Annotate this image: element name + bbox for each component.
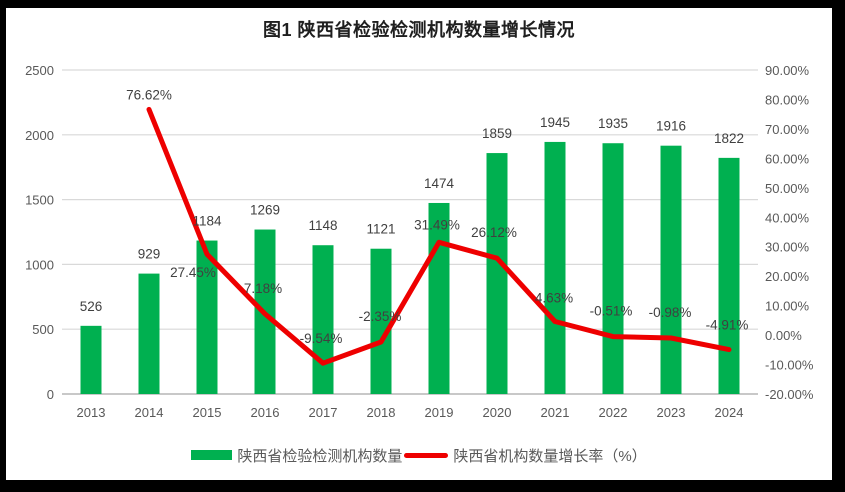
x-axis-label-2018: 2018 [367,405,396,420]
x-axis-label-2019: 2019 [425,405,454,420]
bar-value-label-2020: 1859 [482,126,512,141]
bar-value-label-2021: 1945 [540,115,570,130]
bar-value-label-2014: 929 [138,247,161,262]
x-axis-label-2017: 2017 [309,405,338,420]
bar-value-label-2016: 1269 [250,203,280,218]
y-axis-right-tick-label: 50.00% [765,181,810,196]
y-axis-right-tick-label: 0.00% [765,328,802,343]
bar-2021 [544,141,566,394]
x-axis-label-2013: 2013 [77,405,106,420]
line-series-swatch-icon [404,452,449,458]
bar-2017 [312,245,334,394]
bar-2023 [660,145,682,394]
x-axis-label-2014: 2014 [135,405,164,420]
y-axis-right-tick-label: -20.00% [765,387,814,402]
bar-value-label-2017: 1148 [308,218,337,233]
bar-2013 [80,325,102,394]
x-axis-label-2022: 2022 [599,405,628,420]
y-axis-right-tick-label: 40.00% [765,210,810,225]
x-axis-label-2016: 2016 [251,405,280,420]
bar-value-label-2013: 526 [80,299,103,314]
y-axis-right-tick-label: 70.00% [765,122,810,137]
growth-label-2020: 26.12% [471,225,517,240]
growth-label-2017: -9.54% [300,331,343,346]
growth-label-2014: 76.62% [126,87,172,102]
y-axis-right-tick-label: 90.00% [765,63,810,78]
y-axis-right-tick-label: 80.00% [765,92,810,107]
y-axis-left-tick-label: 1500 [25,193,54,208]
legend-bar-label: 陕西省检验检测机构数量 [237,447,403,465]
x-axis-label-2021: 2021 [541,405,570,420]
growth-label-2016: 7.18% [244,281,282,296]
bar-value-label-2022: 1935 [598,116,628,131]
bar-value-label-2018: 1121 [366,222,395,237]
y-axis-right-tick-label: -10.00% [765,358,814,373]
bar-2014 [138,273,160,394]
x-axis-label-2024: 2024 [715,405,744,420]
bar-2022 [602,143,624,394]
chart-canvas: 2500 2000 1500 1000 500 0 90.00% 80.00% 70.00% 60… [25,63,814,420]
growth-label-2024: -4.91% [706,318,749,333]
growth-label-2015: 27.45% [170,265,216,280]
x-axis-label-2020: 2020 [483,405,512,420]
y-axis-left-tick-label: 1000 [25,257,54,272]
y-axis-left-tick-label: 0 [47,387,54,402]
bar-series-swatch-icon [191,450,233,460]
bar-2015 [196,240,218,394]
y-axis-left-tick-label: 2000 [25,128,54,143]
chart-legend: 陕西省检验检测机构数量 陕西省机构数量增长率（%） [6,442,832,468]
y-axis-right-tick-label: 20.00% [765,269,810,284]
growth-line [146,106,732,366]
legend-line-label: 陕西省机构数量增长率（%） [453,447,647,465]
bar-2018 [370,248,392,394]
bar-2024 [718,157,740,394]
bar-value-label-2023: 1916 [656,119,686,134]
growth-label-2018: -2.35% [359,309,402,324]
y-axis-left-tick-label: 500 [32,322,54,337]
growth-label-2019: 31.49% [414,217,460,232]
y-axis-right-tick-label: 30.00% [765,240,810,255]
bar-value-label-2019: 1474 [424,176,455,191]
legend-item-line: 陕西省机构数量增长率（%） [402,445,647,466]
x-axis-label-2023: 2023 [657,405,686,420]
y-axis-right-tick-label: 60.00% [765,151,810,166]
bar-value-label-2015: 1184 [192,214,222,229]
y-axis-right-tick-label: 10.00% [765,299,810,314]
legend-item-bar: 陕西省检验检测机构数量 [191,445,402,466]
bar-value-label-2024: 1822 [714,131,744,146]
x-axis-label-2015: 2015 [193,405,222,420]
y-axis-left-tick-label: 2500 [25,63,54,78]
growth-label-2021: 4.63% [535,290,573,305]
growth-label-2022: -0.51% [590,304,633,319]
chart-title: 图1 陕西省检验检测机构数量增长情况 [262,20,575,40]
bar-2020 [486,153,508,394]
growth-label-2023: -0.98% [649,305,692,320]
chart-frame: 图1 陕西省检验检测机构数量增长情况 2500 2000 1500 1000 500 0 9… [6,8,832,480]
